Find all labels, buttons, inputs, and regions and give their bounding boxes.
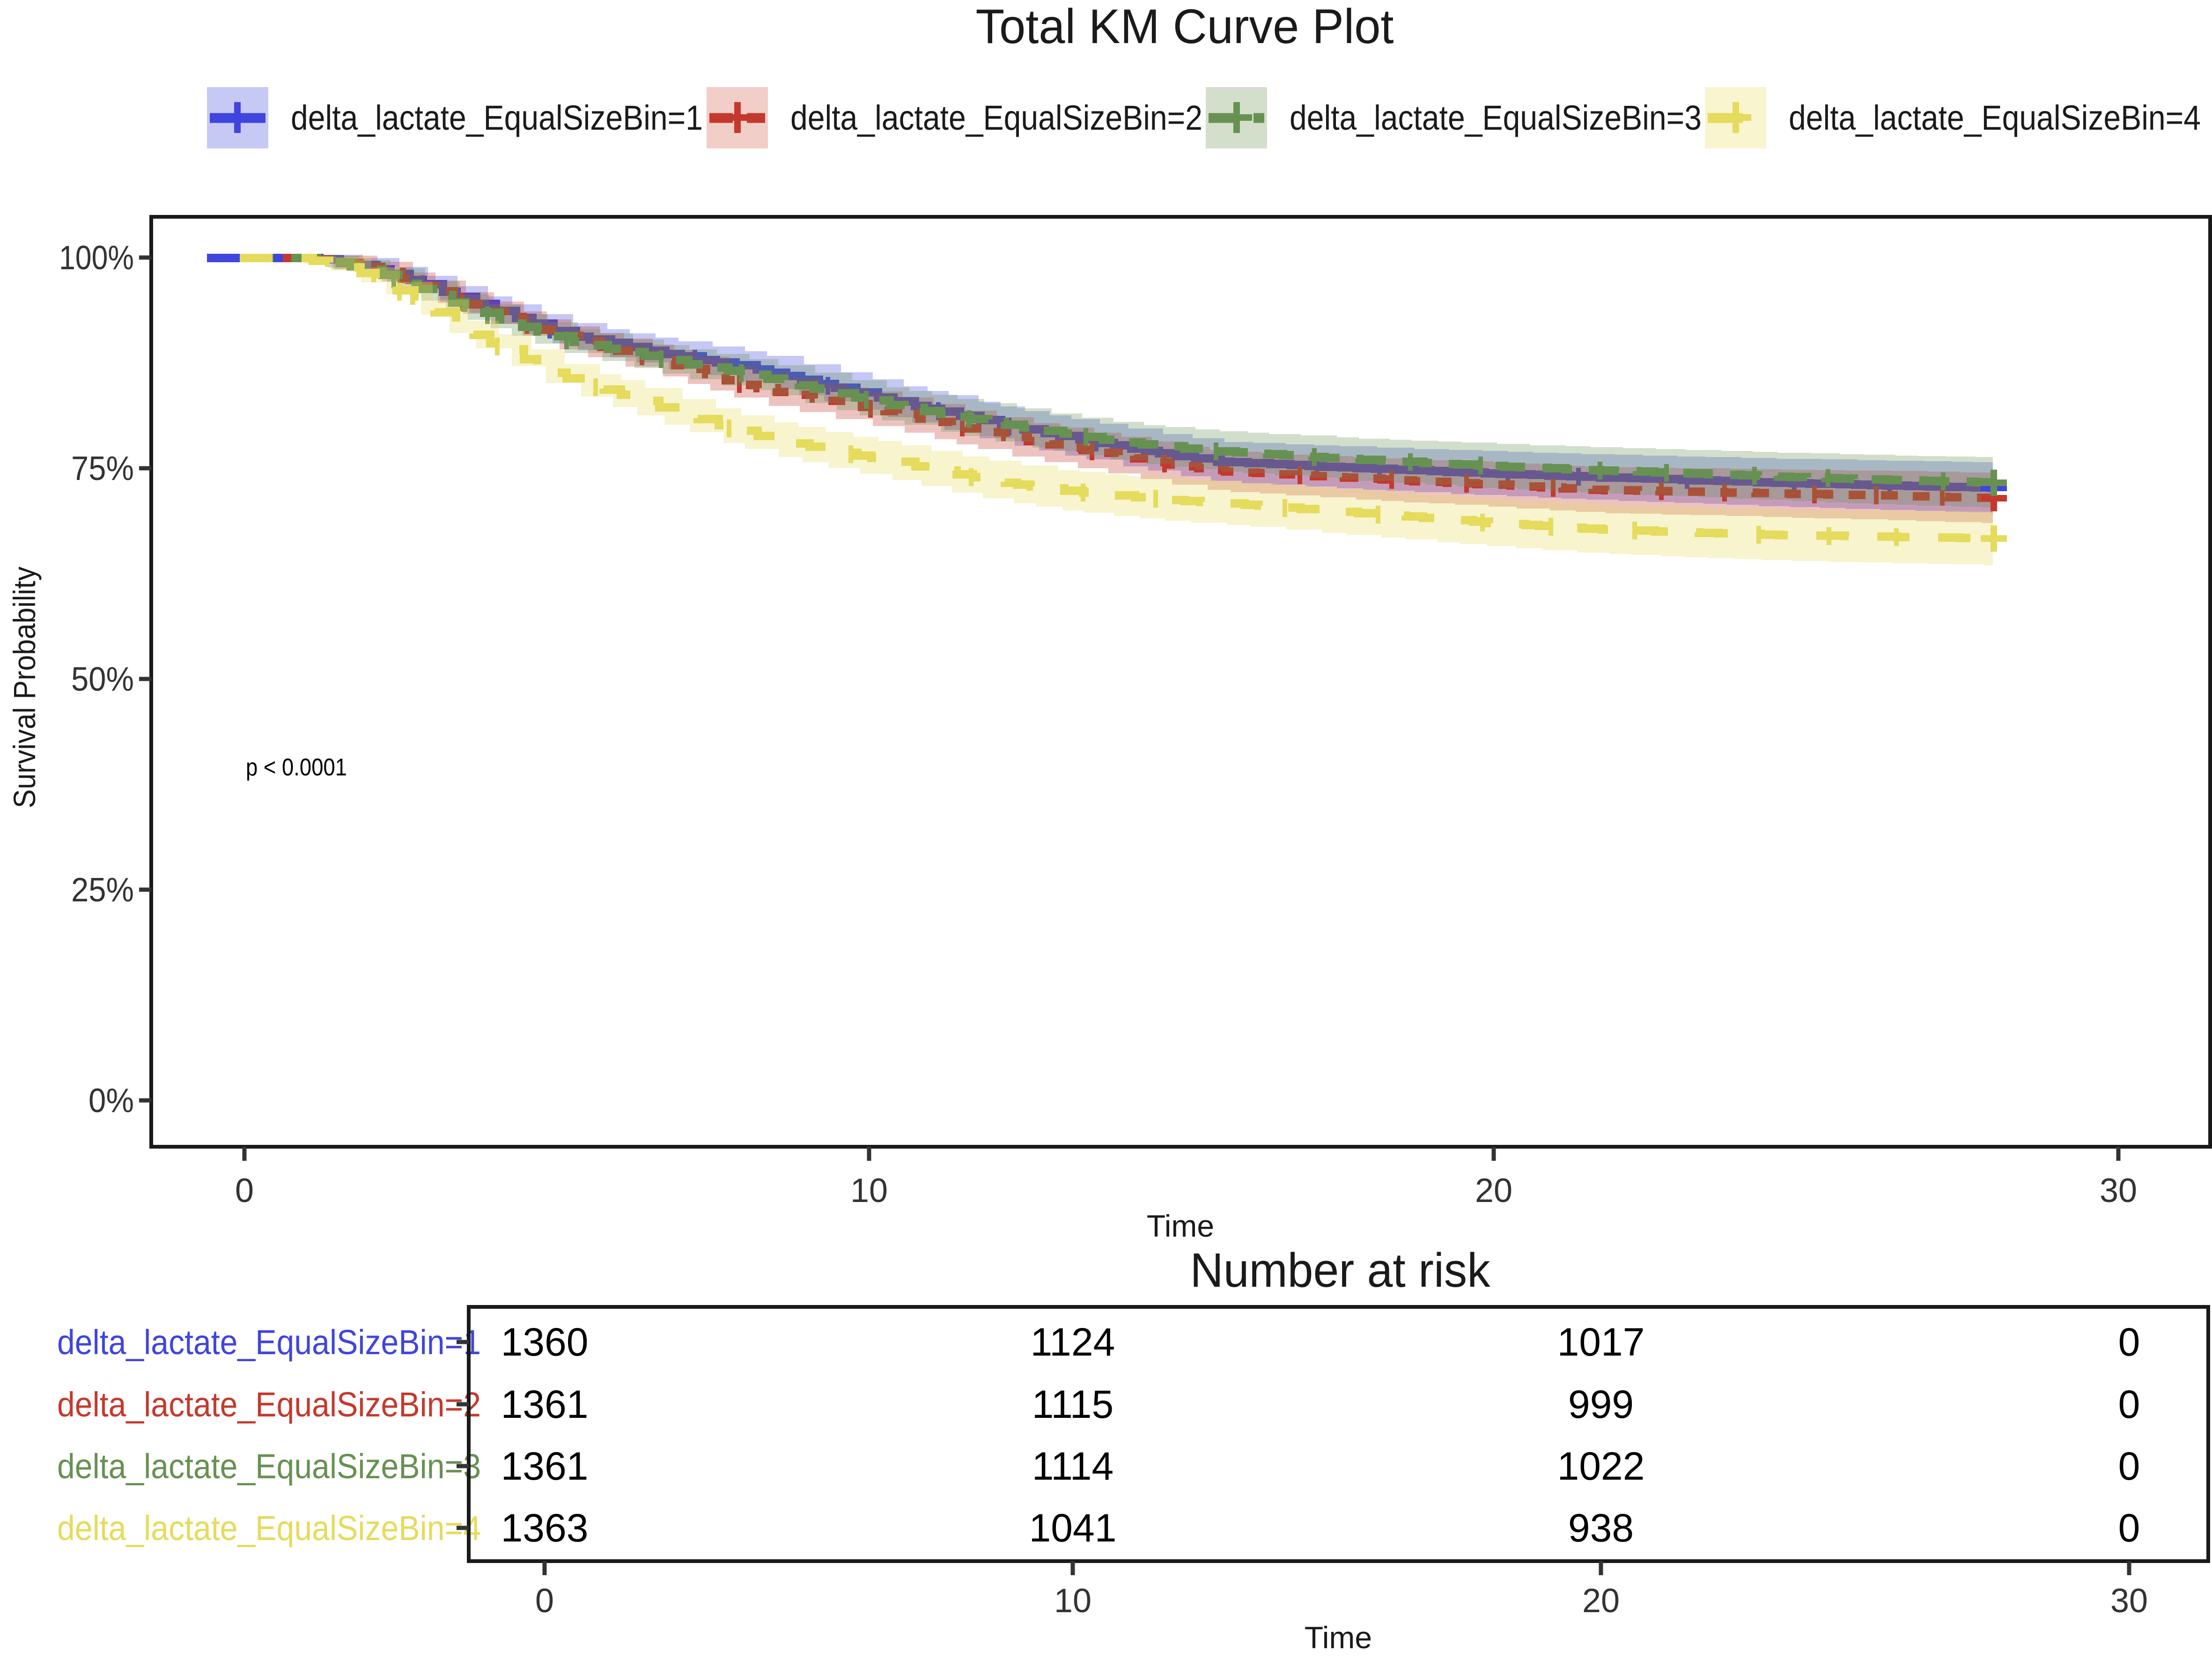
svg-text:1124: 1124 [1031, 1320, 1115, 1364]
svg-text:delta_lactate_EqualSizeBin=4: delta_lactate_EqualSizeBin=4 [57, 1509, 481, 1548]
svg-text:1041: 1041 [1029, 1506, 1117, 1550]
svg-text:75%: 75% [71, 450, 134, 487]
svg-text:20: 20 [1582, 1582, 1620, 1620]
svg-text:delta_lactate_EqualSizeBin=1: delta_lactate_EqualSizeBin=1 [291, 98, 703, 137]
svg-text:938: 938 [1568, 1506, 1634, 1550]
svg-text:1022: 1022 [1557, 1444, 1645, 1488]
svg-text:0: 0 [2118, 1382, 2140, 1426]
svg-text:0: 0 [535, 1582, 554, 1620]
svg-text:20: 20 [1475, 1172, 1512, 1209]
svg-text:0: 0 [2118, 1506, 2140, 1550]
svg-text:30: 30 [2110, 1582, 2148, 1620]
svg-text:999: 999 [1568, 1382, 1634, 1426]
svg-text:10: 10 [1054, 1582, 1091, 1620]
svg-text:p < 0.0001: p < 0.0001 [246, 754, 347, 781]
svg-text:10: 10 [850, 1172, 888, 1209]
svg-text:1115: 1115 [1032, 1382, 1113, 1426]
svg-text:Time: Time [1147, 1209, 1214, 1243]
svg-text:Time: Time [1305, 1620, 1372, 1655]
svg-text:30: 30 [2100, 1172, 2137, 1209]
svg-text:delta_lactate_EqualSizeBin=2: delta_lactate_EqualSizeBin=2 [790, 98, 1202, 137]
svg-text:Survival Probability: Survival Probability [7, 567, 42, 808]
svg-text:1361: 1361 [501, 1444, 589, 1488]
svg-text:1360: 1360 [501, 1320, 589, 1364]
svg-text:1017: 1017 [1557, 1320, 1645, 1364]
svg-text:delta_lactate_EqualSizeBin=4: delta_lactate_EqualSizeBin=4 [1789, 98, 2201, 137]
svg-text:1361: 1361 [501, 1382, 589, 1426]
svg-text:0: 0 [235, 1172, 254, 1209]
svg-text:delta_lactate_EqualSizeBin=3: delta_lactate_EqualSizeBin=3 [57, 1447, 481, 1486]
svg-text:delta_lactate_EqualSizeBin=1: delta_lactate_EqualSizeBin=1 [57, 1323, 481, 1362]
svg-text:1363: 1363 [501, 1506, 589, 1550]
svg-text:25%: 25% [71, 871, 134, 909]
svg-text:Total KM Curve Plot: Total KM Curve Plot [976, 0, 1394, 54]
svg-text:0: 0 [2118, 1320, 2140, 1364]
svg-text:Number at risk: Number at risk [1190, 1243, 1490, 1297]
svg-text:delta_lactate_EqualSizeBin=2: delta_lactate_EqualSizeBin=2 [57, 1385, 481, 1424]
svg-text:delta_lactate_EqualSizeBin=3: delta_lactate_EqualSizeBin=3 [1290, 98, 1702, 137]
svg-text:1114: 1114 [1032, 1444, 1113, 1488]
svg-text:50%: 50% [71, 661, 134, 698]
svg-text:100%: 100% [59, 239, 134, 277]
svg-text:0%: 0% [88, 1082, 134, 1120]
svg-text:0: 0 [2118, 1444, 2140, 1488]
